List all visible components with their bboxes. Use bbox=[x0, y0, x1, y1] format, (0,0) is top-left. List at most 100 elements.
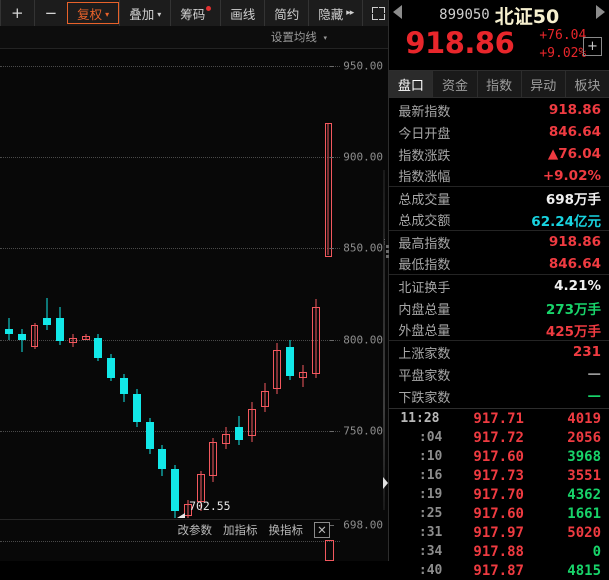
overlay-dropdown[interactable]: 叠加 ▾ bbox=[119, 0, 170, 26]
price-axis-tick bbox=[330, 339, 334, 341]
tab-1[interactable]: 资金 bbox=[433, 71, 478, 97]
panel-resize-handle[interactable] bbox=[386, 245, 390, 259]
candle-body bbox=[68, 337, 77, 344]
candlestick bbox=[158, 48, 167, 540]
draw-button[interactable]: 画线 bbox=[220, 0, 264, 26]
candle-wick bbox=[264, 383, 266, 413]
price-axis-label: 850.00 bbox=[343, 241, 383, 255]
candle-body bbox=[94, 337, 103, 358]
tab-4[interactable]: 板块 bbox=[566, 71, 609, 97]
stat-row: 外盘总量 425万手 bbox=[389, 319, 609, 341]
adjust-price-dropdown[interactable]: 复权 ▾ bbox=[67, 2, 120, 24]
tick-price: 917.88 bbox=[473, 543, 524, 560]
tab-label: 指数 bbox=[486, 78, 513, 94]
candle-wick bbox=[327, 122, 329, 255]
close-icon[interactable]: ✕ bbox=[314, 522, 330, 538]
candle-body bbox=[235, 427, 243, 440]
scrollbar-grip-icon[interactable]: ⋮⋮ bbox=[381, 238, 388, 246]
price-axis-label: 900.00 bbox=[343, 150, 383, 164]
stat-row: 指数涨幅 +9.02% bbox=[389, 165, 609, 187]
tick-volume: 4815 bbox=[567, 562, 601, 579]
chart-vertical-scrollbar[interactable]: ⋮⋮ bbox=[381, 170, 388, 510]
tab-3[interactable]: 异动 bbox=[522, 71, 566, 97]
candle-body bbox=[286, 346, 295, 376]
next-symbol-icon[interactable] bbox=[596, 5, 605, 19]
tick-time: :10 bbox=[418, 449, 443, 464]
stat-row: 内盘总量 273万手 bbox=[389, 297, 609, 319]
hide-button[interactable]: 隐藏 ▸▸ bbox=[308, 0, 362, 26]
scrollbar-thumb[interactable] bbox=[381, 472, 388, 494]
stat-row: 上涨家数 231 bbox=[389, 341, 609, 363]
candle-wick bbox=[315, 299, 317, 378]
candle-body bbox=[324, 122, 333, 257]
candlestick bbox=[247, 48, 256, 540]
stat-row: 指数涨跌 ▲76.04 bbox=[389, 143, 609, 165]
stat-value: 4.21% bbox=[554, 278, 601, 294]
simple-mode-button[interactable]: 简约 bbox=[264, 0, 308, 26]
tick-volume: 5020 bbox=[567, 524, 601, 541]
stat-label: 上涨家数 bbox=[398, 346, 451, 362]
candlestick-plot[interactable]: 702.55 bbox=[0, 48, 340, 540]
stat-value: 918.86 bbox=[548, 102, 601, 118]
switch-indicator-button[interactable]: 换指标 bbox=[268, 523, 304, 537]
tick-price: 917.87 bbox=[473, 562, 524, 579]
stat-label: 总成交额 bbox=[398, 214, 451, 229]
tick-volume: 1661 bbox=[567, 505, 601, 522]
candlestick bbox=[311, 48, 320, 540]
zoom-in-button[interactable]: + bbox=[0, 0, 34, 26]
price-axis-label: 800.00 bbox=[343, 333, 383, 347]
stat-label: 下跌家数 bbox=[398, 390, 451, 406]
tab-2[interactable]: 指数 bbox=[478, 71, 522, 97]
stat-row: 今日开盘 846.64 bbox=[389, 121, 609, 143]
low-price-annotation: 702.55 bbox=[189, 499, 231, 514]
candlestick bbox=[196, 48, 205, 540]
add-indicator-button[interactable]: 加指标 bbox=[223, 523, 258, 537]
change-params-button[interactable]: 改参数 bbox=[177, 523, 213, 537]
chips-button[interactable]: 筹码 bbox=[170, 0, 220, 26]
tick-volume: 3551 bbox=[567, 467, 601, 484]
tick-volume: 0 bbox=[592, 543, 601, 560]
stat-label: 最高指数 bbox=[398, 236, 451, 252]
previous-symbol-icon[interactable] bbox=[393, 5, 403, 19]
last-price: 918.86 bbox=[405, 26, 515, 60]
stat-label: 今日开盘 bbox=[398, 126, 451, 142]
tick-row: :10 917.60 3968 bbox=[389, 447, 609, 466]
candlestick bbox=[56, 48, 65, 540]
candlestick bbox=[4, 48, 13, 540]
quote-summary: 918.86 +76.04 +9.02% + bbox=[389, 26, 609, 70]
symbol-code: 899050 bbox=[439, 7, 490, 23]
stat-label: 内盘总量 bbox=[398, 302, 451, 318]
add-to-watchlist-button[interactable]: + bbox=[583, 37, 602, 56]
candlestick bbox=[120, 48, 128, 540]
tab-label: 异动 bbox=[530, 78, 557, 94]
candlestick bbox=[235, 48, 243, 540]
volume-gridline bbox=[0, 541, 340, 542]
tick-price: 917.72 bbox=[473, 429, 524, 446]
ma-settings-dropdown[interactable]: 设置均线 ▾ bbox=[271, 29, 327, 45]
tick-time: 11:28 bbox=[400, 411, 440, 426]
candlestick bbox=[43, 48, 52, 540]
overlay-label: 叠加 bbox=[129, 6, 155, 22]
zoom-out-button[interactable]: − bbox=[33, 0, 68, 26]
tick-time: :16 bbox=[418, 468, 443, 483]
chevron-down-icon: ▾ bbox=[157, 9, 162, 19]
hide-label: 隐藏 bbox=[318, 6, 344, 22]
price-axis-tick bbox=[330, 157, 334, 159]
stat-row: 平盘家数 — bbox=[389, 363, 609, 385]
symbol-header: 899050 北证50 bbox=[389, 0, 609, 28]
tab-0[interactable]: 盘口 bbox=[389, 71, 434, 97]
stat-label: 指数涨跌 bbox=[398, 148, 451, 164]
stat-value: — bbox=[587, 366, 602, 382]
stat-row: 总成交额 62.24亿元 bbox=[389, 209, 609, 231]
fullscreen-button[interactable] bbox=[362, 0, 388, 26]
scrollbar-track[interactable] bbox=[383, 170, 385, 510]
stat-label: 最低指数 bbox=[398, 258, 451, 273]
candle-wick bbox=[302, 365, 304, 387]
tick-row: :16 917.73 3551 bbox=[389, 466, 609, 485]
candle-wick bbox=[225, 427, 227, 449]
stat-label: 最新指数 bbox=[398, 104, 451, 120]
price-axis-tick bbox=[330, 430, 334, 432]
price-axis-tick bbox=[330, 66, 334, 68]
moving-average-bar: 设置均线 ▾ bbox=[0, 26, 389, 49]
